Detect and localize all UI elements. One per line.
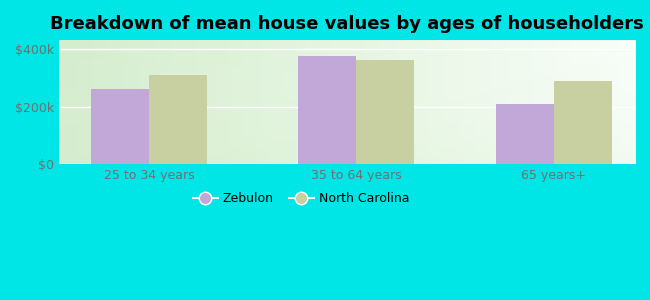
Bar [92, 88, 149, 164]
Bar [149, 75, 207, 164]
Title: Breakdown of mean house values by ages of householders: Breakdown of mean house values by ages o… [50, 15, 644, 33]
Legend: Zebulon, North Carolina: Zebulon, North Carolina [188, 187, 414, 210]
Bar [356, 60, 413, 164]
Bar [298, 56, 356, 164]
Bar [554, 80, 612, 164]
Bar [497, 104, 554, 164]
